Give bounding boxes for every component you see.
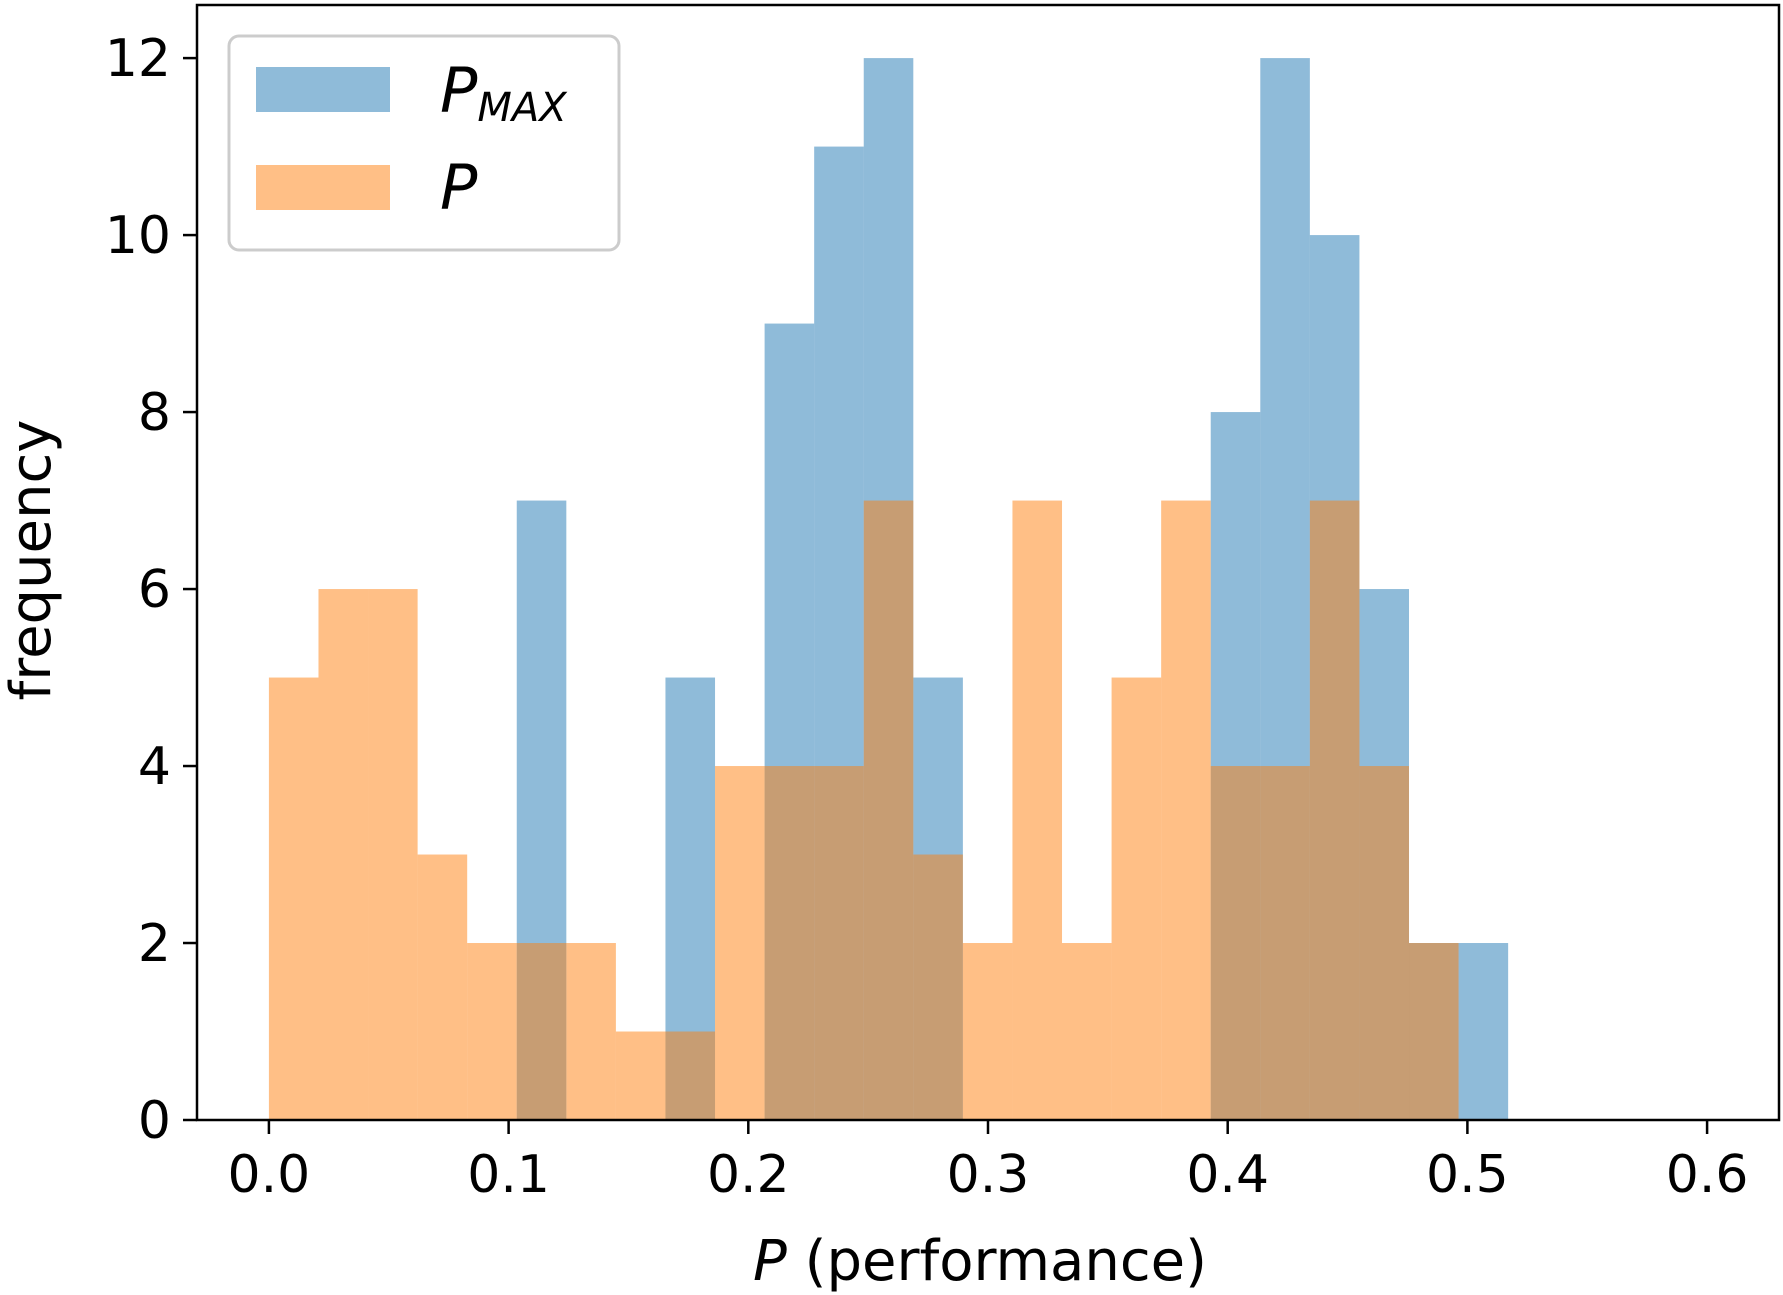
p-bar — [417, 854, 468, 1120]
x-tick-label: 0.1 — [467, 1145, 550, 1205]
p-bar — [566, 943, 616, 1120]
p-bar — [1161, 500, 1211, 1120]
x-tick-label: 0.0 — [228, 1145, 311, 1205]
y-axis-label: frequency — [0, 420, 64, 701]
p-bar — [368, 589, 418, 1120]
legend-label-pmax: PMAX — [440, 54, 568, 131]
legend-label-p: P — [440, 151, 478, 224]
y-tick-label: 12 — [105, 29, 171, 89]
x-tick-label: 0.6 — [1666, 1145, 1749, 1205]
x-tick-label: 0.3 — [947, 1145, 1030, 1205]
y-tick-label: 6 — [138, 560, 171, 620]
p-bar — [913, 854, 963, 1120]
legend-swatch-pmax — [256, 67, 390, 112]
p-bar — [814, 766, 864, 1120]
p-bar — [318, 589, 369, 1120]
p-bar — [764, 766, 815, 1120]
p-bar — [1210, 766, 1261, 1120]
p-bar — [516, 943, 567, 1120]
p-bar — [467, 943, 517, 1120]
y-tick-label: 4 — [138, 737, 171, 797]
y-tick-label: 0 — [138, 1091, 171, 1151]
p-bar — [1309, 500, 1360, 1120]
legend-swatch-p — [256, 165, 390, 210]
p-bar — [1260, 766, 1310, 1120]
p-bar — [665, 1031, 716, 1120]
y-tick-label: 8 — [138, 383, 171, 443]
x-tick-label: 0.4 — [1186, 1145, 1269, 1205]
p-bar — [863, 500, 914, 1120]
p-series-bars — [268, 500, 1459, 1120]
pmax-bar — [1458, 943, 1509, 1120]
p-bar — [1111, 677, 1162, 1120]
y-axis-ticks: 0 2 4 6 8 10 12 — [105, 29, 197, 1151]
legend: PMAX P — [227, 34, 621, 252]
x-axis-label: P (performance) — [753, 1229, 1207, 1294]
p-bar — [1359, 766, 1410, 1120]
p-bar — [1409, 943, 1459, 1120]
p-bar — [1062, 943, 1112, 1120]
p-bar — [268, 677, 319, 1120]
p-bar — [715, 766, 765, 1120]
x-tick-label: 0.5 — [1426, 1145, 1509, 1205]
p-bar — [615, 1031, 666, 1120]
x-tick-label: 0.2 — [707, 1145, 790, 1205]
y-tick-label: 2 — [138, 914, 171, 974]
p-bar — [962, 943, 1013, 1120]
p-bar — [1012, 500, 1063, 1120]
y-tick-label: 10 — [105, 206, 171, 266]
x-axis-ticks: 0.0 0.1 0.2 0.3 0.4 0.5 0.6 — [228, 1120, 1749, 1205]
